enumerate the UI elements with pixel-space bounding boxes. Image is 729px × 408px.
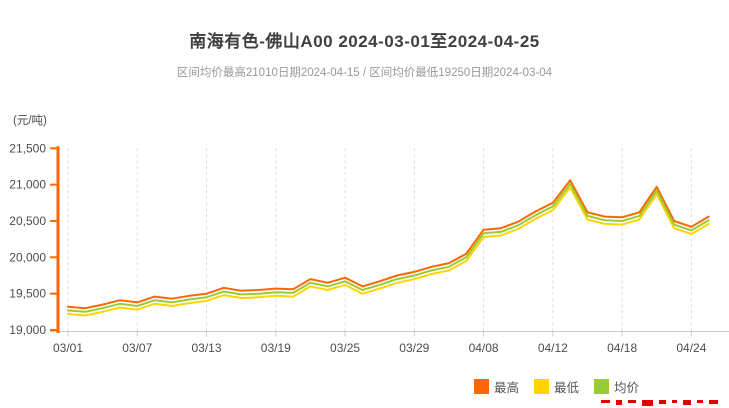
y-axis-label: 19,500 — [9, 287, 46, 301]
x-axis-label: 04/08 — [469, 341, 499, 355]
chart-subtitle: 区间均价最高21010日期2024-04-15 / 区间均价最低19250日期2… — [176, 67, 553, 79]
x-axis-label: 03/13 — [192, 341, 222, 355]
legend-item-high[interactable]: 最高 — [474, 377, 519, 396]
y-axis-label: 20,500 — [9, 214, 46, 228]
y-axis-label: 20,000 — [9, 250, 46, 264]
series-line-avg — [67, 182, 710, 313]
legend-swatch-avg-icon — [594, 379, 610, 394]
y-axis-label: 21,000 — [9, 178, 46, 192]
y-axis-label: 19,000 — [9, 323, 46, 337]
x-axis-label: 03/29 — [399, 341, 429, 355]
x-axis-label: 04/24 — [676, 341, 706, 355]
legend-label-avg: 均价 — [614, 381, 640, 395]
x-axis-label: 03/07 — [122, 341, 152, 355]
x-axis-label: 04/18 — [607, 341, 637, 355]
watermark-red-clipped-text — [601, 400, 729, 408]
legend-label-high: 最高 — [494, 381, 520, 395]
legend-swatch-high-icon — [474, 379, 489, 394]
x-axis-label: 04/12 — [538, 341, 568, 355]
chart-title: 南海有色-佛山A00 2024-03-01至2024-04-25 — [189, 32, 540, 51]
legend-label-low: 最低 — [554, 381, 580, 395]
x-axis-label: 03/25 — [330, 341, 360, 355]
legend-swatch-low-icon — [534, 379, 550, 394]
y-axis-unit-label: (元/吨) — [13, 115, 47, 127]
y-axis-label: 21,500 — [9, 141, 46, 155]
legend-item-avg[interactable]: 均价 — [594, 377, 639, 396]
legend-item-low[interactable]: 最低 — [534, 377, 579, 396]
series-line-high — [67, 179, 710, 310]
x-axis-label: 03/19 — [261, 341, 291, 355]
chart-legend: 最高 最低 均价 — [474, 377, 639, 396]
series-line-low — [67, 186, 710, 317]
x-axis-label: 03/01 — [53, 341, 83, 355]
